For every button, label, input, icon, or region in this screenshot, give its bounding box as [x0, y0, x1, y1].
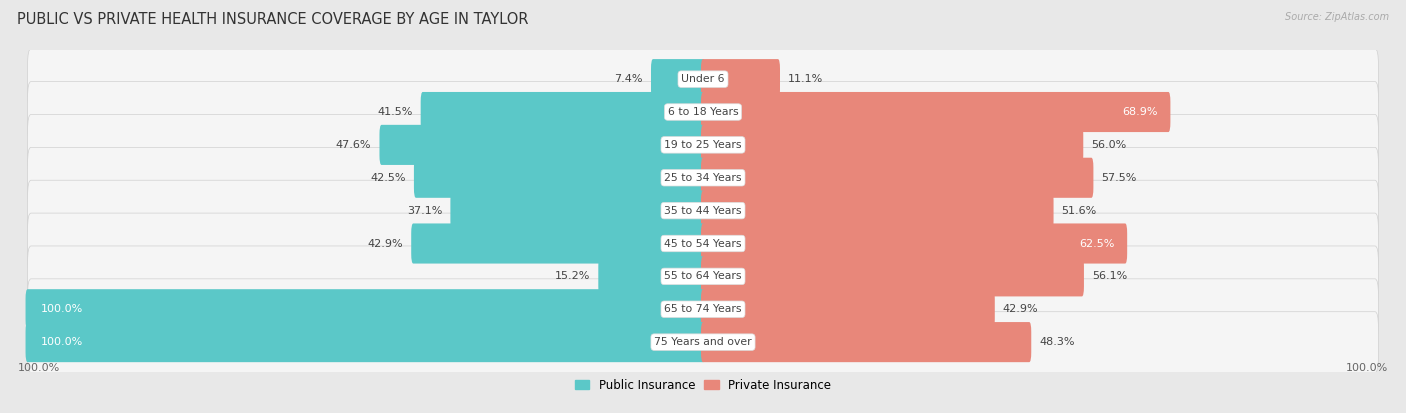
Text: Source: ZipAtlas.com: Source: ZipAtlas.com	[1285, 12, 1389, 22]
FancyBboxPatch shape	[420, 92, 704, 132]
Text: 6 to 18 Years: 6 to 18 Years	[668, 107, 738, 117]
FancyBboxPatch shape	[28, 312, 1378, 373]
Text: 47.6%: 47.6%	[336, 140, 371, 150]
FancyBboxPatch shape	[450, 190, 704, 231]
Text: 41.5%: 41.5%	[377, 107, 412, 117]
FancyBboxPatch shape	[702, 256, 1084, 297]
Text: 62.5%: 62.5%	[1080, 238, 1115, 249]
Text: 100.0%: 100.0%	[1347, 363, 1389, 373]
FancyBboxPatch shape	[702, 322, 1031, 362]
FancyBboxPatch shape	[28, 147, 1378, 208]
Text: 48.3%: 48.3%	[1039, 337, 1074, 347]
Text: Under 6: Under 6	[682, 74, 724, 84]
Text: PUBLIC VS PRIVATE HEALTH INSURANCE COVERAGE BY AGE IN TAYLOR: PUBLIC VS PRIVATE HEALTH INSURANCE COVER…	[17, 12, 529, 27]
Text: 42.5%: 42.5%	[370, 173, 406, 183]
Text: 68.9%: 68.9%	[1123, 107, 1159, 117]
Text: 37.1%: 37.1%	[406, 206, 443, 216]
FancyBboxPatch shape	[599, 256, 704, 297]
FancyBboxPatch shape	[28, 213, 1378, 274]
Text: 25 to 34 Years: 25 to 34 Years	[664, 173, 742, 183]
Text: 15.2%: 15.2%	[555, 271, 591, 281]
Text: 65 to 74 Years: 65 to 74 Years	[664, 304, 742, 314]
FancyBboxPatch shape	[702, 59, 780, 99]
Text: 51.6%: 51.6%	[1062, 206, 1097, 216]
Text: 100.0%: 100.0%	[17, 363, 59, 373]
Text: 42.9%: 42.9%	[367, 238, 404, 249]
FancyBboxPatch shape	[702, 289, 995, 329]
Text: 55 to 64 Years: 55 to 64 Years	[664, 271, 742, 281]
FancyBboxPatch shape	[651, 59, 704, 99]
FancyBboxPatch shape	[28, 246, 1378, 307]
FancyBboxPatch shape	[25, 322, 704, 362]
FancyBboxPatch shape	[413, 158, 704, 198]
Text: 56.0%: 56.0%	[1091, 140, 1126, 150]
FancyBboxPatch shape	[25, 289, 704, 329]
Text: 75 Years and over: 75 Years and over	[654, 337, 752, 347]
FancyBboxPatch shape	[28, 82, 1378, 142]
FancyBboxPatch shape	[411, 223, 704, 263]
Text: 35 to 44 Years: 35 to 44 Years	[664, 206, 742, 216]
FancyBboxPatch shape	[702, 92, 1170, 132]
Text: 57.5%: 57.5%	[1101, 173, 1137, 183]
FancyBboxPatch shape	[380, 125, 704, 165]
FancyBboxPatch shape	[702, 223, 1128, 263]
Text: 7.4%: 7.4%	[614, 74, 643, 84]
FancyBboxPatch shape	[702, 190, 1053, 231]
Text: 100.0%: 100.0%	[41, 337, 83, 347]
FancyBboxPatch shape	[702, 158, 1094, 198]
FancyBboxPatch shape	[702, 125, 1083, 165]
Text: 42.9%: 42.9%	[1002, 304, 1039, 314]
Text: 19 to 25 Years: 19 to 25 Years	[664, 140, 742, 150]
Text: 56.1%: 56.1%	[1092, 271, 1128, 281]
Legend: Public Insurance, Private Insurance: Public Insurance, Private Insurance	[575, 379, 831, 392]
FancyBboxPatch shape	[28, 279, 1378, 339]
FancyBboxPatch shape	[28, 114, 1378, 175]
FancyBboxPatch shape	[28, 49, 1378, 109]
Text: 100.0%: 100.0%	[41, 304, 83, 314]
FancyBboxPatch shape	[28, 180, 1378, 241]
Text: 45 to 54 Years: 45 to 54 Years	[664, 238, 742, 249]
Text: 11.1%: 11.1%	[789, 74, 824, 84]
